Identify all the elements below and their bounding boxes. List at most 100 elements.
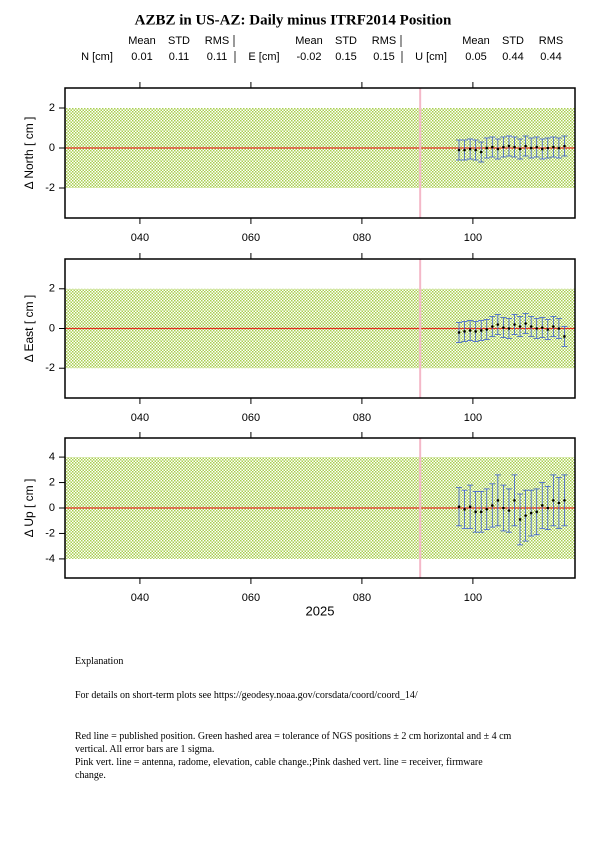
y-axis-label: Δ North [ cm ]: [22, 117, 36, 190]
y-tick-label: 2: [49, 102, 55, 114]
data-point: [491, 325, 494, 328]
y-tick-label: 4: [49, 451, 55, 463]
data-point: [463, 330, 466, 333]
stat-header: STD: [502, 35, 524, 47]
data-point: [474, 510, 477, 514]
charts: AZBZ in US-AZ: Daily minus ITRF2014 Posi…: [22, 12, 576, 618]
data-point: [557, 327, 561, 330]
chart-title: AZBZ in US-AZ: Daily minus ITRF2014 Posi…: [135, 12, 452, 28]
x-tick-label: 060: [242, 232, 260, 244]
data-point: [557, 146, 561, 150]
plot-frame: [64, 87, 576, 219]
data-point: [524, 144, 527, 148]
stat-label: E [cm]: [248, 51, 279, 63]
x-tick-label: 060: [242, 592, 260, 604]
data-point: [546, 146, 550, 150]
data-point: [507, 144, 511, 148]
data-point: [524, 514, 527, 517]
data-point: [507, 327, 511, 330]
x-tick-label: 040: [131, 232, 149, 244]
data-point: [479, 329, 483, 332]
data-point: [479, 150, 483, 154]
data-point: [463, 148, 466, 152]
data-point: [535, 510, 539, 514]
stat-header: Mean: [462, 35, 490, 47]
y-tick-label: -4: [45, 553, 55, 565]
data-point: [457, 148, 461, 152]
data-point: [474, 148, 477, 152]
data-point: [552, 145, 555, 149]
explanation-details: For details on short-term plots see http…: [75, 690, 418, 701]
data-point: [529, 325, 533, 328]
x-axis-label: 2025: [306, 603, 335, 618]
stat-header: STD: [168, 35, 190, 47]
stat-value: 0.44: [540, 51, 561, 63]
data-point: [552, 499, 555, 502]
data-point: [552, 325, 555, 328]
data-point: [468, 505, 472, 509]
stat-header: RMS: [372, 35, 396, 47]
stat-value: 0.11: [207, 51, 228, 63]
x-tick-label: 100: [464, 412, 482, 424]
data-point: [491, 504, 494, 507]
stat-value: 0.05: [465, 51, 486, 63]
data-point: [535, 327, 539, 330]
data-point: [546, 328, 550, 331]
explanation-line: Pink vert. line = antenna, radome, eleva…: [75, 757, 483, 781]
x-tick-label: 080: [353, 412, 371, 424]
data-point: [502, 326, 505, 329]
data-point: [518, 147, 522, 151]
x-tick-label: 100: [464, 232, 482, 244]
stat-header: Mean: [295, 35, 323, 47]
x-tick-label: 040: [131, 412, 149, 424]
explanation-line: Red line = published position. Green has…: [75, 731, 512, 755]
data-point: [502, 145, 505, 149]
data-point: [563, 499, 566, 502]
data-point: [540, 147, 544, 151]
data-point: [485, 146, 489, 150]
data-point: [513, 323, 516, 326]
data-point: [457, 331, 461, 334]
data-point: [529, 146, 533, 150]
data-point: [507, 509, 511, 512]
stat-label: U [cm]: [415, 51, 447, 63]
y-tick-label: -2: [45, 362, 55, 374]
explanation-heading: Explanation: [75, 656, 124, 667]
data-point: [502, 506, 505, 510]
y-tick-label: 2: [49, 476, 55, 488]
x-tick-label: 100: [464, 592, 482, 604]
y-axis-label: Δ Up [ cm ]: [22, 479, 36, 538]
data-point: [524, 322, 527, 325]
x-tick-label: 080: [353, 592, 371, 604]
stat-value: -0.02: [296, 51, 321, 63]
stat-value: 0.44: [502, 51, 523, 63]
y-tick-label: 2: [49, 283, 55, 295]
data-point: [491, 145, 494, 149]
stat-label: N [cm]: [81, 51, 113, 63]
data-point: [546, 506, 550, 510]
data-point: [474, 330, 477, 333]
data-point: [468, 329, 472, 332]
data-point: [563, 335, 566, 338]
data-point: [540, 326, 544, 329]
stat-value: 0.15: [335, 51, 356, 63]
data-point: [485, 507, 489, 511]
data-point: [535, 145, 539, 149]
stat-header: STD: [335, 35, 357, 47]
y-tick-label: 0: [49, 142, 55, 154]
data-point: [563, 144, 566, 148]
data-point: [518, 325, 522, 328]
data-point: [479, 510, 483, 514]
stat-value: 0.15: [373, 51, 394, 63]
data-point: [463, 507, 466, 511]
y-tick-label: 0: [49, 502, 55, 514]
stat-value: 0.11: [169, 51, 190, 63]
data-point: [457, 505, 461, 509]
stat-value: 0.01: [131, 51, 152, 63]
y-tick-label: -2: [45, 527, 55, 539]
data-point: [540, 504, 544, 507]
y-axis-label: Δ East [ cm ]: [22, 295, 36, 362]
x-tick-label: 060: [242, 412, 260, 424]
data-point: [513, 145, 516, 149]
stat-header: Mean: [128, 35, 156, 47]
